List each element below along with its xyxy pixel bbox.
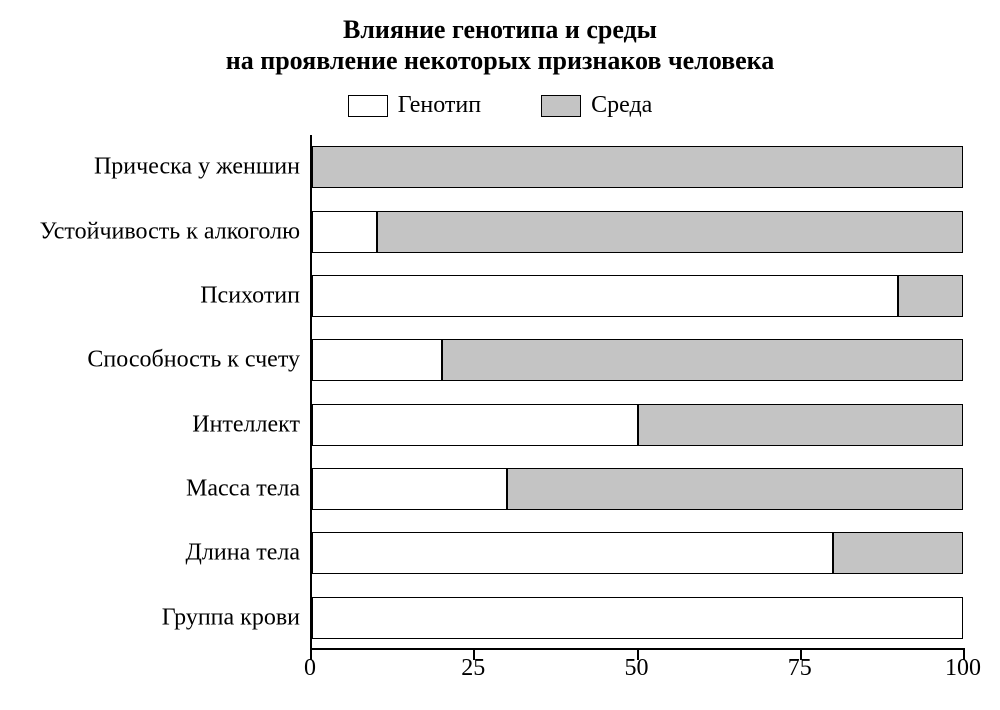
chart-title-line2: на проявление некоторых признаков челове… bbox=[226, 46, 775, 75]
category-label: Длина тела bbox=[186, 540, 300, 567]
category-label: Группа крови bbox=[162, 604, 300, 631]
x-tick-label: 50 bbox=[625, 655, 649, 682]
x-tick-label: 75 bbox=[788, 655, 812, 682]
bar-segment-genotype bbox=[312, 339, 442, 381]
bar-segment-environment bbox=[638, 404, 964, 446]
x-tick-label: 25 bbox=[461, 655, 485, 682]
x-tick-label: 0 bbox=[304, 655, 316, 682]
legend-swatch-environment bbox=[541, 95, 581, 117]
bar-segment-environment bbox=[442, 339, 963, 381]
category-label: Способность к счету bbox=[87, 347, 300, 374]
category-label: Устойчивость к алкоголю bbox=[40, 218, 300, 245]
plot-area: 0255075100 bbox=[310, 135, 965, 650]
bar-row bbox=[312, 532, 963, 574]
bar-segment-genotype bbox=[312, 211, 377, 253]
bar-segment-genotype bbox=[312, 404, 638, 446]
legend-label-genotype: Генотип bbox=[398, 92, 481, 119]
bar-row bbox=[312, 339, 963, 381]
x-tick-label: 100 bbox=[945, 655, 981, 682]
legend-swatch-genotype bbox=[348, 95, 388, 117]
category-label: Психотип bbox=[200, 282, 300, 309]
chart-legend: Генотип Среда bbox=[0, 92, 1000, 119]
bar-segment-genotype bbox=[312, 275, 898, 317]
bar-segment-environment bbox=[898, 275, 963, 317]
category-label: Прическа у женшин bbox=[94, 154, 300, 181]
chart-title-line1: Влияние генотипа и среды bbox=[343, 15, 657, 44]
bar-row bbox=[312, 146, 963, 188]
bar-segment-genotype bbox=[312, 532, 833, 574]
bar-segment-environment bbox=[833, 532, 963, 574]
bar-segment-environment bbox=[312, 146, 963, 188]
chart-title: Влияние генотипа и среды на проявление н… bbox=[0, 14, 1000, 76]
bar-segment-genotype bbox=[312, 468, 507, 510]
legend-item-genotype: Генотип bbox=[348, 92, 481, 119]
bar-row bbox=[312, 211, 963, 253]
bar-segment-genotype bbox=[312, 597, 963, 639]
bar-segment-environment bbox=[507, 468, 963, 510]
bar-row bbox=[312, 404, 963, 446]
bar-row bbox=[312, 275, 963, 317]
legend-label-environment: Среда bbox=[591, 92, 652, 119]
legend-item-environment: Среда bbox=[541, 92, 652, 119]
bar-row bbox=[312, 468, 963, 510]
category-label: Интеллект bbox=[192, 411, 300, 438]
chart-container: Влияние генотипа и среды на проявление н… bbox=[0, 0, 1000, 710]
bar-row bbox=[312, 597, 963, 639]
category-label: Масса тела bbox=[186, 476, 300, 503]
bar-segment-environment bbox=[377, 211, 963, 253]
